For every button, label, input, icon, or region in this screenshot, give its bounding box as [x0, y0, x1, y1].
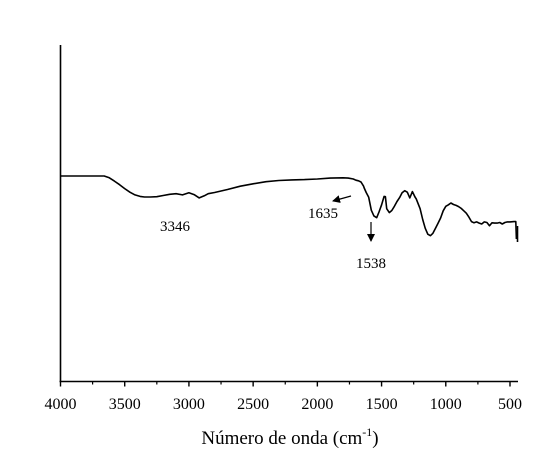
series-line-spectrum [60, 175, 518, 240]
x-tick-label-3500: 3500 [109, 396, 141, 413]
x-axis-title-superscript: -1 [362, 425, 372, 439]
x-tick-label-3000: 3000 [173, 396, 205, 413]
annotation-3346: 3346 [160, 219, 191, 235]
x-tick-label-2500: 2500 [237, 396, 269, 413]
x-tick-label-4000: 4000 [45, 396, 77, 413]
x-axis-title-close: ) [372, 428, 378, 449]
x-axis-title: Número de onda (cm-1) [201, 425, 378, 449]
annotation-1538: 1538 [356, 256, 386, 272]
annotation-1635: 1635 [308, 206, 338, 222]
x-axis-title-main: Número de onda (cm [201, 428, 362, 449]
x-tick-label-500: 500 [498, 396, 522, 413]
x-axis-ticks [59, 381, 511, 387]
x-tick-label-1000: 1000 [430, 396, 462, 413]
x-axis-tick-labels: 4000 3500 3000 2500 2000 1500 1000 500 [45, 396, 523, 413]
x-tick-label-1500: 1500 [366, 396, 398, 413]
arrow-1635 [332, 195, 352, 203]
x-tick-label-2000: 2000 [301, 396, 333, 413]
